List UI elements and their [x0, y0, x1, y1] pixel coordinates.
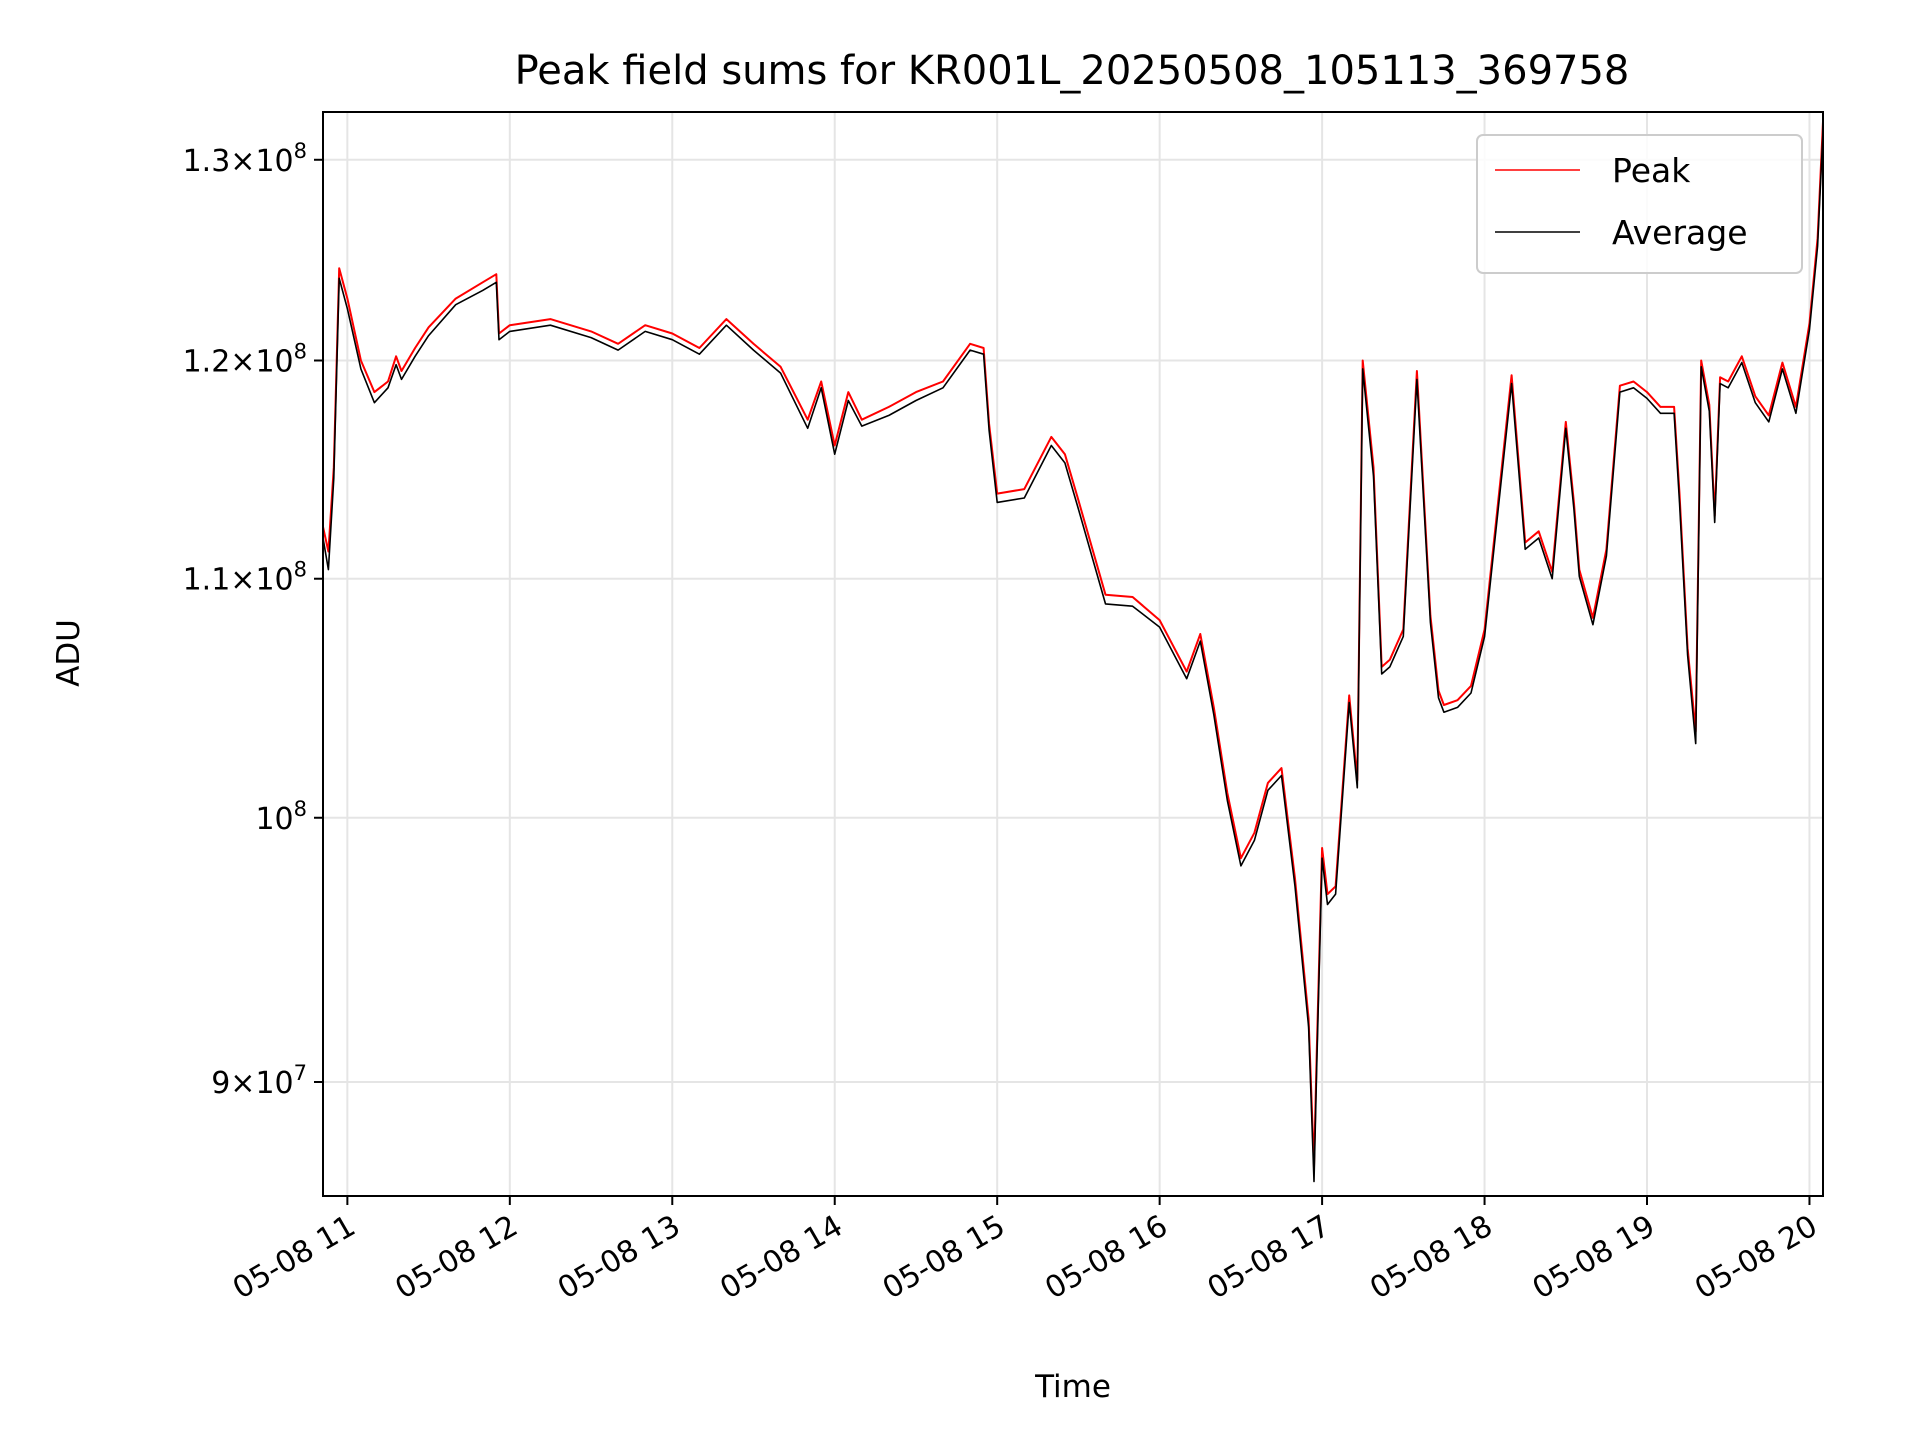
plot-series — [322, 121, 1824, 1183]
series-line-average — [322, 130, 1824, 1183]
y-tick-label: 1.3×108 — [183, 139, 307, 179]
legend: Peak Average — [1476, 134, 1803, 274]
y-tick-label: 9×107 — [211, 1061, 307, 1101]
series-line-peak — [322, 121, 1824, 1168]
chart-title: Peak field sums for KR001L_20250508_1051… — [515, 48, 1630, 94]
x-axis-label: Time — [1034, 1369, 1111, 1405]
grid-lines — [323, 112, 1823, 1196]
y-tick-label: 1.2×108 — [183, 340, 307, 380]
y-tick-label: 1.1×108 — [183, 558, 307, 598]
y-axis: 9×107 108 1.1×108 1.2×108 1.3×108 — [183, 139, 323, 1101]
y-axis-label: ADU — [51, 619, 87, 687]
legend-label-average: Average — [1612, 213, 1748, 252]
legend-label-peak: Peak — [1612, 151, 1691, 190]
y-tick-label: 108 — [255, 797, 307, 837]
plot-frame — [322, 111, 1824, 1197]
